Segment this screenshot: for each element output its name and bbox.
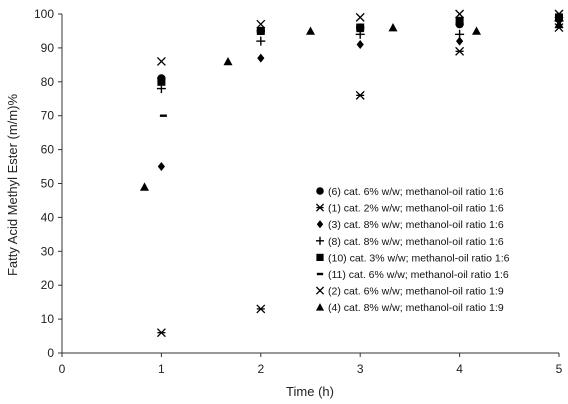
data-point-x	[256, 19, 266, 29]
legend-marker-plus	[315, 236, 325, 245]
legend-marker-asterisk	[315, 203, 325, 212]
legend-entry: (3) cat. 8% w/w; methanol-oil ratio 1:6	[316, 219, 504, 231]
data-point-asterisk	[355, 90, 365, 100]
legend-label: (10) cat. 3% w/w; methanol-oil ratio 1:6	[328, 252, 510, 264]
data-point-diamond	[456, 36, 464, 46]
plot-area: 0 10 20 30 40 50 60 70 80 90 100 0 1 2 3 4 5	[34, 7, 564, 376]
x-tick-label: 4	[456, 362, 463, 376]
data-point-triangle	[471, 26, 481, 35]
legend-marker-circle	[316, 187, 324, 195]
data-point-plus	[256, 36, 266, 46]
legend-entry: (8) cat. 8% w/w; methanol-oil ratio 1:6	[315, 236, 504, 248]
data-point-asterisk	[156, 328, 166, 338]
legend-entry: (10) cat. 3% w/w; methanol-oil ratio 1:6	[316, 252, 510, 264]
series-3	[157, 16, 563, 172]
data-point-x	[554, 9, 564, 19]
legend: (6) cat. 6% w/w; methanol-oil ratio 1:6 (…	[315, 186, 510, 314]
legend-label: (2) cat. 6% w/w; methanol-oil ratio 1:9	[328, 286, 504, 298]
data-point-triangle	[140, 182, 150, 191]
data-point-triangle	[554, 19, 564, 28]
legend-label: (8) cat. 8% w/w; methanol-oil ratio 1:6	[328, 236, 504, 248]
data-point-x	[455, 9, 465, 19]
data-point-diamond	[157, 162, 165, 172]
legend-label: (4) cat. 8% w/w; methanol-oil ratio 1:9	[328, 302, 504, 314]
x-tick-label: 0	[59, 362, 66, 376]
y-axis-title: Fatty Acid Methyl Ester (m/m)%	[5, 94, 20, 276]
legend-marker-triangle	[315, 303, 325, 311]
y-axis-title-group: Fatty Acid Methyl Ester (m/m)%	[5, 94, 20, 276]
legend-label: (11) cat. 6% w/w; methanol-oil ratio 1:6	[328, 269, 509, 281]
series-7	[156, 9, 564, 66]
legend-entry: (1) cat. 2% w/w; methanol-oil ratio 1:6	[315, 203, 504, 215]
y-tick-label: 100	[34, 7, 54, 21]
legend-label: (1) cat. 2% w/w; methanol-oil ratio 1:6	[328, 203, 504, 215]
series-5	[157, 13, 563, 86]
y-tick-label: 90	[41, 41, 55, 55]
legend-entry: (2) cat. 6% w/w; methanol-oil ratio 1:9	[315, 286, 504, 298]
legend-entry: (4) cat. 8% w/w; methanol-oil ratio 1:9	[315, 302, 504, 314]
data-point-triangle	[223, 56, 233, 66]
legend-entry: (6) cat. 6% w/w; methanol-oil ratio 1:6	[316, 186, 504, 198]
data-point-x	[355, 12, 365, 22]
data-point-triangle	[306, 26, 315, 35]
y-tick-label: 20	[41, 278, 55, 292]
y-tick-label: 70	[41, 109, 55, 123]
data-point-square	[455, 16, 464, 25]
y-tick-label: 0	[47, 346, 54, 360]
x-tick-label: 1	[158, 362, 165, 376]
series-8	[140, 19, 564, 191]
y-tick-label: 80	[41, 75, 55, 89]
legend-label: (6) cat. 6% w/w; methanol-oil ratio 1:6	[328, 186, 504, 198]
y-tick-label: 40	[41, 210, 55, 224]
legend-marker-square	[316, 253, 324, 261]
data-point-plus	[455, 29, 465, 39]
y-tick-label: 30	[41, 244, 55, 258]
y-tick-label: 60	[41, 143, 55, 157]
x-tick-label: 3	[357, 362, 364, 376]
x-axis-title: Time (h)	[286, 384, 334, 399]
data-point-diamond	[257, 53, 265, 63]
data-point-x	[156, 57, 166, 66]
data-point-triangle	[388, 23, 398, 32]
legend-label: (3) cat. 8% w/w; methanol-oil ratio 1:6	[328, 219, 504, 231]
y-tick-label: 50	[41, 177, 55, 191]
data-point-square	[157, 77, 166, 86]
legend-entry: (11) cat. 6% w/w; methanol-oil ratio 1:6	[316, 269, 509, 281]
x-tick-label: 5	[556, 362, 563, 376]
data-point-asterisk	[256, 304, 266, 314]
data-point-square	[555, 13, 563, 22]
legend-marker-x	[315, 286, 325, 295]
data-point-diamond	[356, 40, 364, 50]
y-tick-label: 10	[41, 312, 55, 326]
legend-marker-diamond	[316, 220, 324, 229]
x-tick-label: 2	[257, 362, 264, 376]
data-point-asterisk	[455, 46, 465, 56]
data-point-square	[356, 23, 365, 32]
